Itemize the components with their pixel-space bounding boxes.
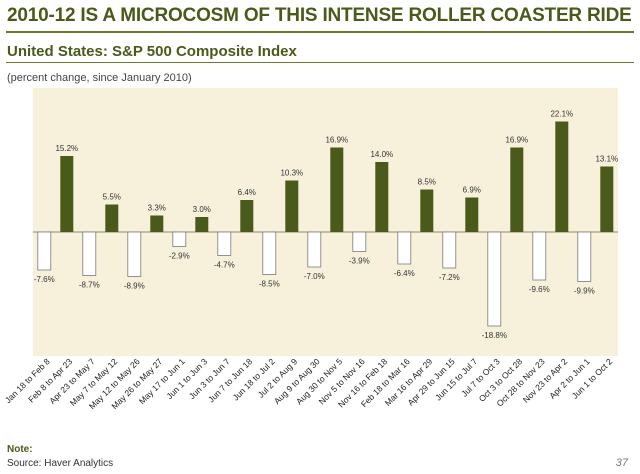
data-label-16: 14.0% bbox=[370, 150, 393, 159]
bar-8 bbox=[195, 217, 209, 232]
data-label-22: 16.9% bbox=[505, 136, 528, 145]
data-label-9: -4.7% bbox=[214, 261, 235, 270]
data-label-25: -9.9% bbox=[574, 287, 595, 296]
data-label-2: 15.2% bbox=[55, 144, 78, 153]
data-label-5: -8.9% bbox=[124, 282, 145, 291]
bar-10 bbox=[240, 200, 254, 232]
subtitle-divider bbox=[6, 62, 634, 63]
bar-21 bbox=[487, 231, 502, 327]
bar-23 bbox=[532, 231, 547, 281]
data-label-21: -18.8% bbox=[482, 331, 507, 340]
bar-13 bbox=[307, 231, 322, 268]
bar-12 bbox=[285, 180, 299, 232]
page-number: 37 bbox=[615, 457, 628, 469]
bar-2 bbox=[60, 156, 74, 232]
bar-15 bbox=[352, 231, 367, 252]
bar-19 bbox=[442, 231, 457, 269]
data-label-17: -6.4% bbox=[394, 269, 415, 278]
bar-11 bbox=[262, 231, 277, 275]
bar-7 bbox=[172, 231, 187, 247]
data-label-20: 6.9% bbox=[463, 186, 481, 195]
bar-26 bbox=[600, 166, 614, 232]
data-label-4: 5.5% bbox=[103, 193, 121, 202]
data-label-12: 10.3% bbox=[280, 169, 303, 178]
title-divider bbox=[6, 31, 634, 33]
bar-16 bbox=[375, 162, 389, 232]
chart-subtitle: United States: S&P 500 Composite Index bbox=[7, 43, 297, 60]
data-label-13: -7.0% bbox=[304, 272, 325, 281]
data-label-19: -7.2% bbox=[439, 273, 460, 282]
units-note: (percent change, since January 2010) bbox=[7, 72, 192, 84]
bar-25 bbox=[577, 231, 592, 282]
data-label-8: 3.0% bbox=[193, 205, 211, 214]
data-label-15: -3.9% bbox=[349, 257, 370, 266]
data-label-24: 22.1% bbox=[550, 110, 573, 119]
bar-24 bbox=[555, 121, 569, 232]
bar-20 bbox=[465, 197, 479, 232]
bar-4 bbox=[105, 204, 119, 232]
data-label-14: 16.9% bbox=[325, 136, 348, 145]
page-title: 2010-12 IS A MICROCOSM OF THIS INTENSE R… bbox=[7, 5, 632, 26]
data-label-7: -2.9% bbox=[169, 252, 190, 261]
data-label-1: -7.6% bbox=[34, 275, 55, 284]
bar-17 bbox=[397, 231, 412, 265]
bar-22 bbox=[510, 147, 524, 232]
data-label-18: 8.5% bbox=[418, 178, 436, 187]
header-band bbox=[0, 0, 640, 35]
bar-3 bbox=[82, 231, 97, 276]
source-label: Source: Haver Analytics bbox=[7, 458, 114, 469]
note-label: Note: bbox=[7, 444, 33, 455]
bar-14 bbox=[330, 147, 344, 232]
bar-9 bbox=[217, 231, 232, 256]
data-label-26: 13.1% bbox=[595, 155, 618, 164]
data-label-3: -8.7% bbox=[79, 281, 100, 290]
bar-6 bbox=[150, 215, 164, 232]
bar-18 bbox=[420, 189, 434, 232]
data-label-10: 6.4% bbox=[238, 188, 256, 197]
bar-5 bbox=[127, 231, 142, 277]
data-label-23: -9.6% bbox=[529, 285, 550, 294]
data-label-11: -8.5% bbox=[259, 280, 280, 289]
plot-background bbox=[33, 88, 618, 356]
data-label-6: 3.3% bbox=[148, 204, 166, 213]
bar-1 bbox=[37, 231, 52, 271]
